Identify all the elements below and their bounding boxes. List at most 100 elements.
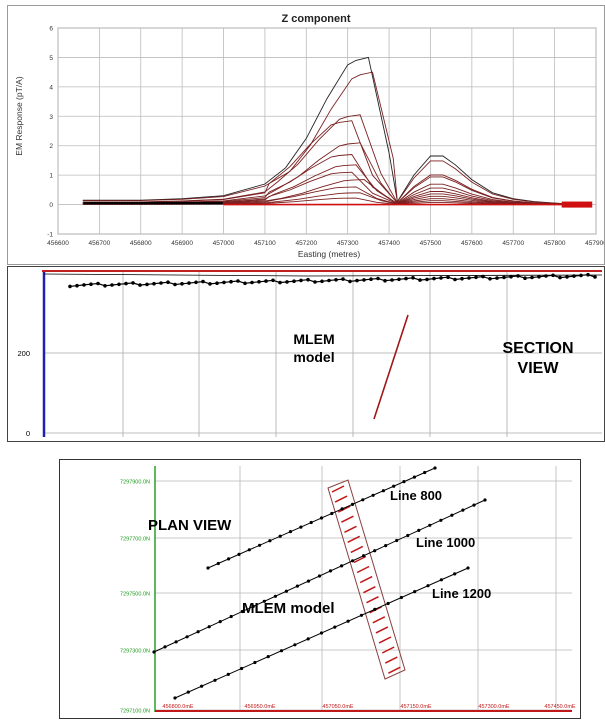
line-800-label: Line 800 [390,488,442,503]
x-tick-label: 457500 [420,240,442,247]
line-trace [43,273,603,277]
station-profile-line [69,274,596,287]
station-point [453,277,457,282]
station-point [173,282,177,287]
station-marker [571,201,575,208]
survey-station [262,599,266,603]
station-point [341,277,345,281]
survey-station [309,520,313,525]
x-tick-label: 457600 [461,240,483,247]
survey-station [423,470,427,475]
station-marker [145,201,149,205]
y-tick-label: -1 [47,232,53,239]
station-marker [185,201,189,205]
station-point [187,281,191,285]
plan-view-panel: 7297900.0N 7297700.0N 7297500.0N 7297300.0N… [59,459,581,719]
plate-hatch [381,646,395,654]
station-point [495,276,499,280]
plate-hatch [353,555,367,564]
survey-station [371,493,375,497]
station-marker [110,201,114,205]
station-marker [207,201,211,205]
station-point [159,281,163,285]
station-marker [90,201,94,205]
station-marker [190,201,194,205]
survey-station [328,569,333,573]
station-marker [108,201,112,205]
x-tick-label: 457200 [295,240,317,247]
section-view-panel: 200 0 MLEM model SECTION VIEW [7,266,605,442]
survey-station [174,640,178,644]
station-point [229,279,233,284]
station-marker [125,201,129,205]
station-marker [83,201,87,205]
northing-tick-label: 7297500.0N [120,592,150,598]
station-marker [85,201,89,205]
station-marker [105,201,109,205]
survey-station [237,552,241,556]
station-marker [584,201,588,208]
station-marker [588,201,591,208]
plate-hatch [341,515,354,523]
y-tick-label: 3 [49,114,53,121]
station-point [565,275,569,279]
plate-hatch [331,485,345,493]
section-model-label-1: MLEM [293,331,334,347]
survey-station [461,508,465,512]
section-tick-label: 200 [17,349,30,358]
station-point [334,278,338,282]
station-marker [579,201,583,208]
station-point [243,281,247,286]
plate-hatch [347,535,361,543]
survey-station [392,484,396,488]
survey-station [173,696,177,700]
station-point [215,281,219,285]
survey-station [439,578,443,582]
station-marker [165,201,169,205]
station-marker [88,201,92,205]
survey-station [258,543,262,547]
x-tick-label: 457700 [502,240,524,247]
station-point [460,276,464,281]
survey-station [284,589,288,593]
plate-hatch [363,586,376,594]
survey-station [412,475,416,479]
northing-tick-label: 7297300.0N [120,649,150,655]
plate-hatch [372,616,386,624]
survey-station [268,539,272,543]
station-point [558,275,562,280]
easting-tick-label: 457150.0mE [400,704,432,710]
station-marker [180,201,184,205]
survey-station [426,584,430,588]
station-point [390,278,394,282]
survey-station [362,554,366,558]
station-marker [148,201,151,205]
station-marker [115,201,119,205]
survey-station [278,534,282,538]
plate-hatch [359,575,373,584]
survey-station [273,594,277,598]
survey-station [247,548,251,552]
station-point [537,275,541,279]
survey-station [402,480,406,484]
station-point [467,276,471,280]
survey-station [253,660,257,665]
survey-station [152,650,156,654]
station-point [313,280,317,284]
station-marker [153,201,156,205]
section-tick-label: 0 [26,429,30,438]
station-marker [138,201,141,205]
station-point [292,279,296,283]
section-view-label-1: SECTION [502,340,573,357]
station-marker [172,201,176,205]
station-marker [93,201,97,205]
plate-hatch [388,666,401,674]
station-point [348,279,352,284]
station-marker [578,201,581,208]
easting-tick-label: 457300.0mE [478,704,510,710]
station-point [299,278,303,283]
survey-station [266,655,270,659]
station-point [124,281,128,286]
station-point [103,284,107,288]
station-marker [197,201,201,205]
